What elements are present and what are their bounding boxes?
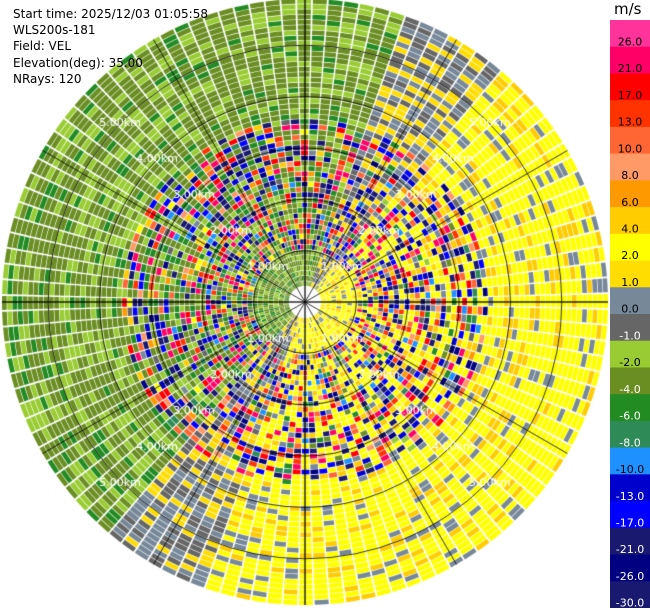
colorbar-tick-label: 0.0 xyxy=(621,303,639,316)
colorbar-swatch xyxy=(610,367,650,395)
colorbar-tick-label: -8.0 xyxy=(619,436,640,449)
nrays-text: NRays: 120 xyxy=(13,71,82,86)
colorbar-tick-label: -1.0 xyxy=(619,329,640,342)
colorbar-tick-label: -21.0 xyxy=(616,543,644,556)
scan-metadata: Start time: 2025/12/03 01:05:58 WLS200s-… xyxy=(13,6,208,87)
colorbar-swatch xyxy=(610,527,650,556)
colorbar-swatch xyxy=(610,180,650,208)
colorbar-swatch xyxy=(610,100,650,128)
colorbar-swatch xyxy=(610,394,650,422)
colorbar-swatch xyxy=(610,420,650,449)
elevation-text: Elevation(deg): 35.00 xyxy=(13,55,143,70)
colorbar-swatch xyxy=(610,126,650,155)
colorbar-tick-label: 1.0 xyxy=(621,276,639,289)
colorbar-tick-label: 13.0 xyxy=(618,116,643,129)
colorbar-tick-label: 8.0 xyxy=(621,169,639,182)
colorbar-swatch xyxy=(610,207,650,235)
colorbar-swatch xyxy=(610,260,650,288)
colorbar-tick-label: -26.0 xyxy=(616,570,644,583)
colorbar-tick-label: 2.0 xyxy=(621,249,639,262)
colorbar-tick-label: 26.0 xyxy=(618,35,643,48)
colorbar-tick-label: -13.0 xyxy=(616,490,644,503)
colorbar-swatch xyxy=(610,340,650,368)
colorbar-swatch xyxy=(610,314,650,342)
field-text: Field: VEL xyxy=(13,39,72,54)
colorbar-unit: m/s xyxy=(614,0,642,18)
colorbar-tick-label: 6.0 xyxy=(621,196,639,209)
colorbar-tick-label: -30.0 xyxy=(616,597,644,608)
colorbar-swatch xyxy=(610,73,650,101)
colorbar-swatch xyxy=(610,447,650,475)
colorbar-swatch xyxy=(610,501,650,529)
colorbar-swatch xyxy=(610,153,650,181)
colorbar-tick-label: -17.0 xyxy=(616,516,644,529)
colorbar-tick-label: -6.0 xyxy=(619,410,640,423)
colorbar-swatch xyxy=(610,581,650,608)
colorbar-swatch xyxy=(610,474,650,502)
ppi-velocity-plot xyxy=(0,0,610,610)
colorbar-swatch xyxy=(610,233,650,262)
colorbar-swatch xyxy=(610,46,650,74)
colorbar-tick-label: -10.0 xyxy=(616,463,644,476)
colorbar-tick-label: 21.0 xyxy=(618,62,643,75)
start-time-text: Start time: 2025/12/03 01:05:58 xyxy=(13,7,208,21)
instrument-text: WLS200s-181 xyxy=(13,23,96,38)
colorbar-tick-label: -2.0 xyxy=(619,356,640,369)
colorbar-swatch xyxy=(610,287,650,315)
colorbar-tick-label: 4.0 xyxy=(621,222,639,235)
colorbar-swatch xyxy=(610,554,650,582)
colorbar: 26.0 21.0 17.0 13.0 10.0 8.0 6.0 4.0 2.0 1.0 0.0 -1… xyxy=(610,20,650,608)
colorbar-tick-label: 17.0 xyxy=(618,89,643,102)
colorbar-swatch xyxy=(610,20,650,48)
colorbar-tick-label: -4.0 xyxy=(619,383,640,396)
colorbar-tick-label: 10.0 xyxy=(618,142,643,155)
